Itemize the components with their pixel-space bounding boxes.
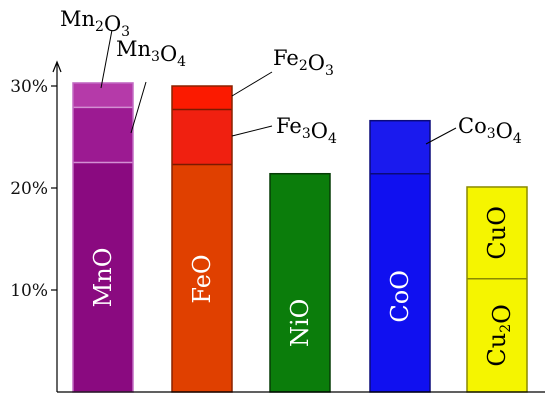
y-axis-arrow-icon xyxy=(52,60,62,73)
bar-co xyxy=(369,119,431,393)
formula-part: O xyxy=(160,42,177,66)
subscript: 4 xyxy=(177,54,186,70)
bar-segment-coo xyxy=(370,173,430,392)
formula-part: O xyxy=(496,119,513,143)
subscript: 4 xyxy=(513,131,522,147)
bar-label-fe: FeO xyxy=(188,254,216,303)
bar-segment-mn2o3 xyxy=(73,82,133,108)
segment-label-cuo: CuO xyxy=(483,206,511,260)
bar-fe xyxy=(171,85,233,393)
callout-label-fe2o3: Fe2O3 xyxy=(273,46,334,79)
bar-segment-fe3o4 xyxy=(172,109,232,165)
subscript: 2 xyxy=(299,58,308,74)
callout-leader-line xyxy=(231,71,273,97)
bar-segment-mn3o4 xyxy=(73,107,133,163)
segment-label-cu2o: Cu2O xyxy=(483,304,516,366)
subscript: 3 xyxy=(121,24,130,40)
subscript: 2 xyxy=(498,324,514,333)
subscript: 3 xyxy=(302,126,311,142)
callout-label-mn3o4: Mn3O4 xyxy=(116,37,186,70)
formula-part: Fe xyxy=(273,46,299,70)
callout-label-mn2o3: Mn2O3 xyxy=(60,7,130,40)
formula-part: Cu xyxy=(483,333,511,367)
axes xyxy=(52,60,545,393)
formula-part: O xyxy=(104,12,121,36)
formula-part: Mn xyxy=(116,37,151,61)
bar-segment-fe2o3 xyxy=(172,86,232,110)
y-axis-ticks: 10% 20% 30% xyxy=(10,77,57,301)
callout-label-co3o4: Co3O4 xyxy=(458,114,522,147)
bar-segment-cuo xyxy=(467,186,527,279)
y-tick-label: 10% xyxy=(10,281,48,301)
bar-segment-cu2o xyxy=(467,278,527,392)
bar-label-mn: MnO xyxy=(89,248,117,308)
formula-part: Mn xyxy=(60,7,95,31)
formula-part: CuO xyxy=(483,206,511,260)
subscript: 3 xyxy=(151,49,160,65)
formula-part: O xyxy=(308,51,325,75)
callout-leader-line xyxy=(130,81,147,134)
subscript: 2 xyxy=(95,19,104,35)
bar-label-co: CoO xyxy=(386,270,414,323)
callout-label-fe3o4: Fe3O4 xyxy=(276,114,337,147)
bar-segment-co3o4 xyxy=(370,120,430,174)
formula-part: O xyxy=(311,119,328,143)
formula-part: Fe xyxy=(276,114,302,138)
bar-mn xyxy=(72,82,134,393)
formula-part: Co xyxy=(458,114,487,138)
callout-leader-line xyxy=(100,29,113,89)
bar-label-ni: NiO xyxy=(286,299,314,347)
bar-cu xyxy=(466,186,528,393)
bar-ni xyxy=(269,172,331,393)
subscript: 4 xyxy=(328,131,337,147)
callout-leader-line xyxy=(231,125,273,137)
subscript: 3 xyxy=(487,126,496,142)
y-tick-label: 30% xyxy=(10,77,48,97)
subscript: 3 xyxy=(325,63,334,79)
bar-segment-mno xyxy=(73,162,133,392)
bars xyxy=(72,82,528,393)
formula-part: O xyxy=(488,304,516,324)
bar-segment-nio xyxy=(270,173,330,392)
bar-segment-feo xyxy=(172,164,232,392)
callout-leader-line xyxy=(425,127,457,145)
y-tick-label: 20% xyxy=(10,179,48,199)
